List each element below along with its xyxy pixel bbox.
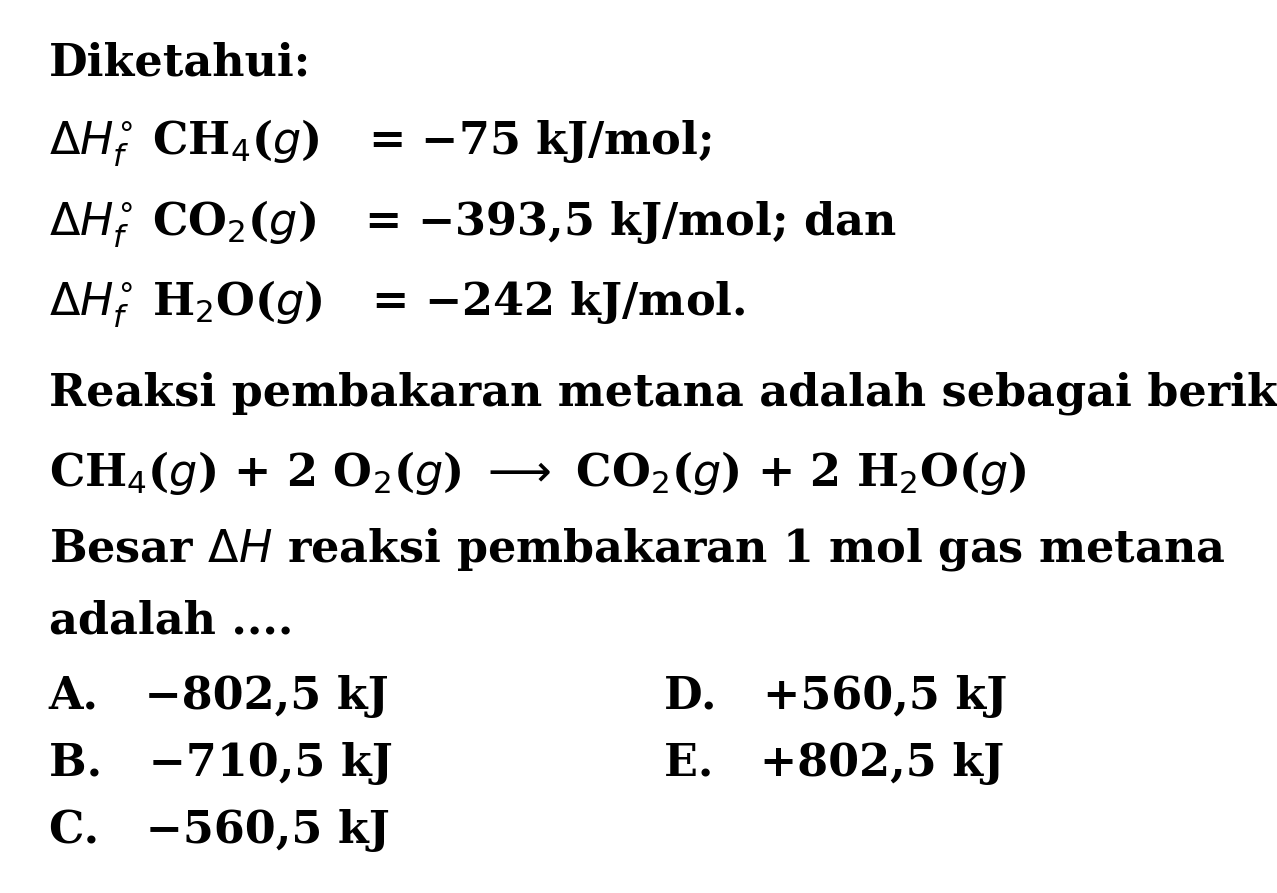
- Text: Besar $\Delta H$ reaksi pembakaran 1 mol gas metana: Besar $\Delta H$ reaksi pembakaran 1 mol…: [49, 526, 1225, 572]
- Text: CH$_4$($g$) + 2 O$_2$($g$) $\longrightarrow$ CO$_2$($g$) + 2 H$_2$O($g$): CH$_4$($g$) + 2 O$_2$($g$) $\longrightar…: [49, 449, 1027, 497]
- Text: $\Delta H_f^{\circ}$ CO$_2$($g$)   = −393,5 kJ/mol; dan: $\Delta H_f^{\circ}$ CO$_2$($g$) = −393,…: [49, 197, 896, 249]
- Text: C.   −560,5 kJ: C. −560,5 kJ: [49, 809, 389, 852]
- Text: E.   +802,5 kJ: E. +802,5 kJ: [664, 742, 1004, 785]
- Text: D.   +560,5 kJ: D. +560,5 kJ: [664, 675, 1008, 718]
- Text: $\Delta H_f^{\circ}$ H$_2$O($g$)   = −242 kJ/mol.: $\Delta H_f^{\circ}$ H$_2$O($g$) = −242 …: [49, 278, 744, 330]
- Text: $\Delta H_f^{\circ}$ CH$_4$($g$)   = −75 kJ/mol;: $\Delta H_f^{\circ}$ CH$_4$($g$) = −75 k…: [49, 117, 711, 169]
- Text: A.   −802,5 kJ: A. −802,5 kJ: [49, 675, 389, 718]
- Text: Diketahui:: Diketahui:: [49, 41, 310, 84]
- Text: B.   −710,5 kJ: B. −710,5 kJ: [49, 742, 392, 785]
- Text: adalah ....: adalah ....: [49, 599, 292, 642]
- Text: Reaksi pembakaran metana adalah sebagai berikut.: Reaksi pembakaran metana adalah sebagai …: [49, 371, 1277, 414]
